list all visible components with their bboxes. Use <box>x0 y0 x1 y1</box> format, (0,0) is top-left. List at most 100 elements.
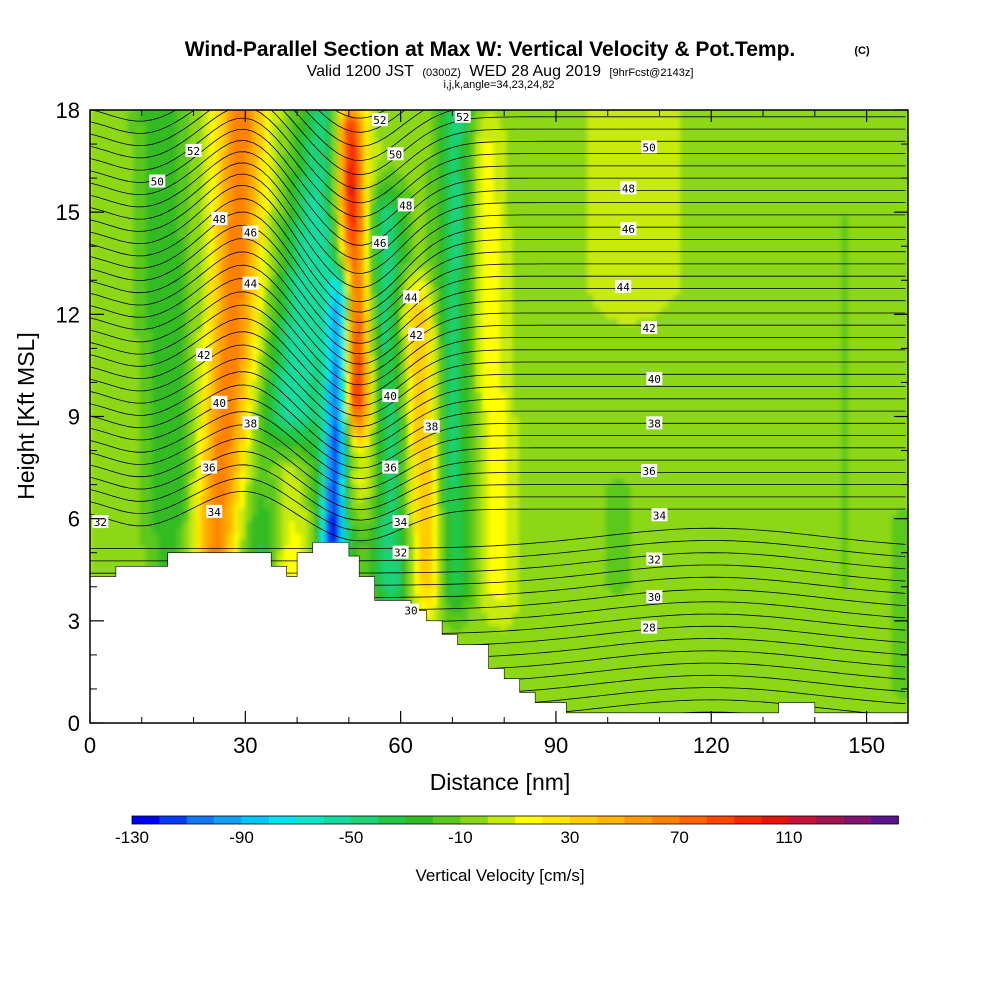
w-field-cell <box>189 355 197 362</box>
w-field-cell <box>288 110 296 117</box>
w-field-cell <box>282 526 290 534</box>
w-field-cell <box>263 287 271 295</box>
w-field-cell <box>313 373 321 381</box>
w-field-cell <box>400 471 408 479</box>
w-field-cell <box>270 189 277 197</box>
w-field-cell <box>102 281 110 289</box>
w-field-cell <box>388 208 396 215</box>
w-field-cell <box>114 275 122 283</box>
w-field-cell <box>276 391 284 399</box>
w-field-cell <box>214 391 222 399</box>
w-field-cell <box>381 201 389 209</box>
w-field-cell <box>108 490 116 497</box>
w-field-cell <box>183 201 190 209</box>
w-field-cell <box>145 342 153 350</box>
w-field-cell <box>369 257 377 264</box>
w-field-cell <box>133 195 141 203</box>
w-field-cell <box>313 165 321 172</box>
w-field-cell <box>239 220 246 228</box>
w-field-cell <box>251 110 259 117</box>
w-field-cell <box>189 159 197 166</box>
w-field-cell <box>276 342 284 350</box>
w-field-cell <box>276 539 284 546</box>
w-field-cell <box>96 342 104 350</box>
w-field-cell <box>226 116 234 123</box>
w-field-cell <box>388 128 396 136</box>
w-field-cell <box>170 257 178 264</box>
w-field-cell <box>257 140 265 148</box>
w-field-cell <box>332 373 340 381</box>
w-field-cell <box>176 410 184 418</box>
w-field-cell <box>127 453 135 461</box>
w-field-cell <box>245 189 253 197</box>
w-field-cell <box>164 447 172 454</box>
w-field-cell <box>108 165 116 172</box>
w-field-cell <box>276 183 284 191</box>
w-field-cell <box>108 312 116 320</box>
w-field-cell <box>152 165 159 172</box>
w-field-cell <box>239 410 246 418</box>
w-field-cell <box>344 183 352 191</box>
w-field-cell <box>189 208 197 215</box>
w-field-cell <box>170 220 178 228</box>
w-field-cell <box>282 391 290 399</box>
w-field-cell <box>388 201 396 209</box>
w-field-cell <box>338 373 346 381</box>
w-field-cell <box>133 447 141 454</box>
w-field-cell <box>344 453 352 461</box>
w-field-cell <box>400 508 408 516</box>
w-field-cell <box>232 441 240 448</box>
w-field-cell <box>239 336 246 344</box>
w-field-cell <box>263 263 271 270</box>
w-field-cell <box>226 422 234 430</box>
w-field-cell <box>114 122 122 129</box>
w-field-cell <box>301 471 309 479</box>
w-field-cell <box>288 226 296 234</box>
w-field-cell <box>276 208 284 215</box>
w-field-cell <box>226 238 234 246</box>
w-field-cell <box>189 434 197 442</box>
w-field-cell <box>363 416 371 424</box>
w-field-cell <box>176 171 184 179</box>
w-field-cell <box>195 385 203 393</box>
w-field-cell <box>232 428 240 436</box>
w-field-cell <box>232 465 240 473</box>
w-field-cell <box>245 459 253 467</box>
w-field-cell <box>195 257 203 264</box>
w-field-cell <box>375 201 383 209</box>
w-field-cell <box>400 453 408 461</box>
w-field-cell <box>133 189 141 197</box>
w-field-cell <box>400 226 408 234</box>
w-field-cell <box>375 183 383 191</box>
w-field-cell <box>363 275 371 283</box>
w-field-cell <box>176 520 184 528</box>
w-field-cell <box>251 391 259 399</box>
w-field-cell <box>270 490 277 497</box>
w-field-cell <box>96 508 104 516</box>
w-field-cell <box>239 324 246 332</box>
w-field-cell <box>357 416 364 424</box>
w-field-cell <box>127 134 135 142</box>
w-field-cell <box>232 410 240 418</box>
w-field-cell <box>108 342 116 350</box>
w-field-cell <box>189 122 197 129</box>
w-field-cell <box>263 477 271 485</box>
w-field-cell <box>394 496 402 503</box>
w-field-cell <box>214 465 222 473</box>
w-field-cell <box>90 526 97 534</box>
w-field-cell <box>350 244 358 252</box>
w-field-cell <box>158 134 166 142</box>
w-field-cell <box>326 502 333 510</box>
w-field-cell <box>96 293 104 301</box>
w-field-cell <box>307 496 315 503</box>
w-field-cell <box>133 238 141 246</box>
w-field-cell <box>102 434 110 442</box>
w-field-cell <box>239 385 246 393</box>
w-field-cell <box>133 318 141 326</box>
w-field-cell <box>208 490 215 497</box>
w-field-cell <box>326 471 333 479</box>
w-field-cell <box>220 189 228 197</box>
w-field-cell <box>96 465 104 473</box>
w-field-cell <box>152 152 159 160</box>
w-field-cell <box>145 526 153 534</box>
